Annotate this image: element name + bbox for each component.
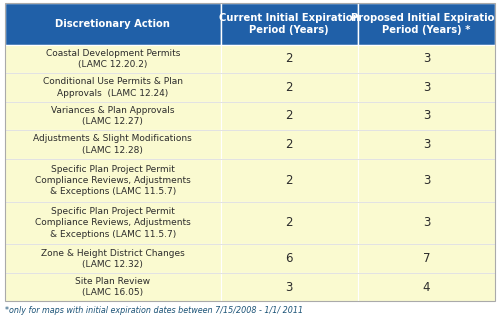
- Text: 2: 2: [286, 81, 293, 94]
- Text: Adjustments & Slight Modifications
(LAMC 12.28): Adjustments & Slight Modifications (LAMC…: [34, 135, 192, 155]
- Text: 2: 2: [286, 217, 293, 229]
- Bar: [358, 45, 495, 73]
- Bar: [358, 130, 495, 159]
- Bar: [220, 202, 358, 244]
- Bar: [220, 73, 358, 102]
- Bar: [358, 202, 495, 244]
- Text: *only for maps with initial expiration dates between 7/15/2008 - 1/1/ 2011: *only for maps with initial expiration d…: [5, 306, 303, 315]
- Bar: [358, 273, 495, 301]
- Bar: [358, 159, 495, 202]
- Text: 2: 2: [286, 174, 293, 187]
- Text: Site Plan Review
(LAMC 16.05): Site Plan Review (LAMC 16.05): [75, 277, 150, 297]
- Bar: [358, 3, 495, 45]
- Text: 7: 7: [422, 252, 430, 265]
- Bar: [5, 130, 220, 159]
- Bar: [220, 45, 358, 73]
- Bar: [358, 73, 495, 102]
- Bar: [5, 202, 220, 244]
- Text: 2: 2: [286, 138, 293, 151]
- Text: 3: 3: [422, 52, 430, 65]
- Bar: [220, 273, 358, 301]
- Text: Specific Plan Project Permit
Compliance Reviews, Adjustments
& Exceptions (LAMC : Specific Plan Project Permit Compliance …: [35, 165, 190, 196]
- Bar: [220, 130, 358, 159]
- Bar: [220, 102, 358, 130]
- Text: 3: 3: [422, 174, 430, 187]
- Bar: [5, 45, 220, 73]
- Text: Zone & Height District Changes
(LAMC 12.32): Zone & Height District Changes (LAMC 12.…: [41, 249, 184, 269]
- Text: Conditional Use Permits & Plan
Approvals  (LAMC 12.24): Conditional Use Permits & Plan Approvals…: [43, 78, 183, 98]
- Text: Specific Plan Project Permit
Compliance Reviews, Adjustments
& Exceptions (LAMC : Specific Plan Project Permit Compliance …: [35, 207, 190, 239]
- Text: 2: 2: [286, 109, 293, 122]
- Bar: [358, 244, 495, 273]
- Bar: [5, 273, 220, 301]
- Text: 2: 2: [286, 52, 293, 65]
- Bar: [220, 3, 358, 45]
- Bar: [5, 3, 220, 45]
- Text: 3: 3: [422, 138, 430, 151]
- Bar: [5, 73, 220, 102]
- Bar: [5, 102, 220, 130]
- Text: 3: 3: [422, 81, 430, 94]
- Text: Coastal Development Permits
(LAMC 12.20.2): Coastal Development Permits (LAMC 12.20.…: [46, 49, 180, 69]
- Bar: [5, 244, 220, 273]
- Bar: [358, 102, 495, 130]
- Text: Variances & Plan Approvals
(LAMC 12.27): Variances & Plan Approvals (LAMC 12.27): [51, 106, 174, 126]
- Bar: [220, 244, 358, 273]
- Bar: [5, 159, 220, 202]
- Text: 4: 4: [422, 281, 430, 294]
- Text: 3: 3: [286, 281, 293, 294]
- Text: 3: 3: [422, 217, 430, 229]
- Text: 6: 6: [286, 252, 293, 265]
- Bar: [220, 159, 358, 202]
- Text: Proposed Initial Expiration
Period (Years) *: Proposed Initial Expiration Period (Year…: [351, 13, 500, 35]
- Text: Current Initial Expiration
Period (Years): Current Initial Expiration Period (Years…: [219, 13, 360, 35]
- Text: 3: 3: [422, 109, 430, 122]
- Text: Discretionary Action: Discretionary Action: [56, 19, 170, 29]
